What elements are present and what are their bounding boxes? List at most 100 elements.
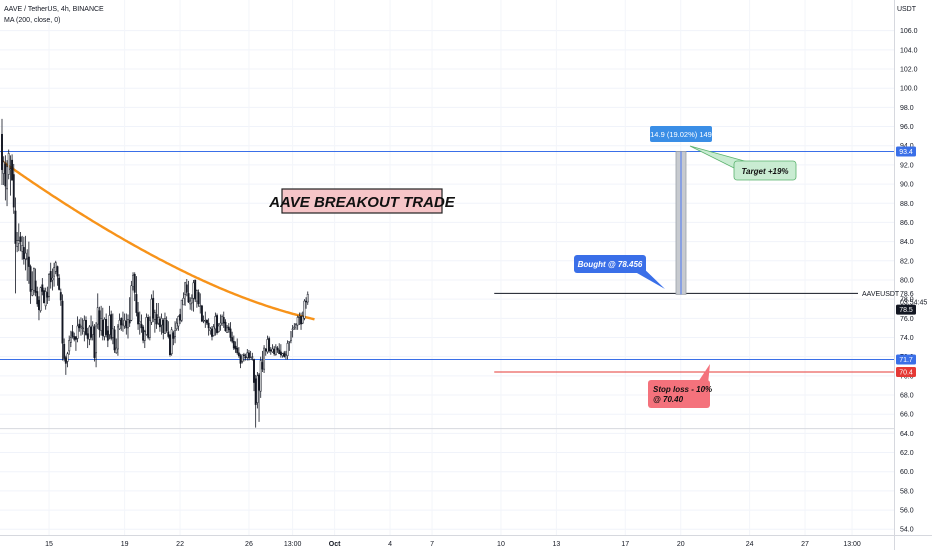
- candle-body: [274, 346, 277, 355]
- candle: [207, 318, 210, 336]
- candle-body: [206, 319, 208, 324]
- candle-body: [169, 334, 171, 355]
- last-price-tag-label: 78.5: [899, 307, 913, 314]
- measure-label: 14.9 (19.02%) 149: [650, 130, 712, 139]
- candle-body: [91, 325, 94, 335]
- candle: [34, 268, 37, 297]
- candle: [135, 276, 138, 317]
- candle: [64, 355, 67, 375]
- candle: [44, 287, 47, 310]
- candle-body: [293, 326, 296, 329]
- time-tick-label: 13:00: [284, 541, 302, 548]
- candle-body: [197, 292, 200, 305]
- candle-body: [195, 290, 198, 302]
- price-tick-label: 92.0: [900, 162, 914, 169]
- candle: [12, 163, 15, 214]
- candle: [63, 338, 66, 362]
- candle-body: [239, 355, 242, 364]
- candle-body: [200, 305, 203, 322]
- candle-body: [162, 319, 165, 333]
- candle: [226, 325, 229, 333]
- candle: [239, 353, 242, 369]
- time-tick-label: 13: [553, 541, 561, 548]
- candle: [300, 312, 302, 330]
- symbol-title[interactable]: AAVE / TetherUS, 4h, BINANCE: [4, 6, 104, 13]
- candle-body: [142, 326, 145, 341]
- candle-body: [6, 166, 8, 190]
- candle-body: [224, 321, 227, 332]
- candle-body: [258, 374, 260, 391]
- stop-loss-label-line2: @ 70.40: [653, 395, 684, 404]
- candle-body: [122, 323, 124, 326]
- candle: [128, 297, 131, 327]
- candle: [217, 323, 220, 333]
- candle-body: [217, 325, 220, 332]
- candle: [185, 279, 188, 297]
- price-tick-label: 86.0: [900, 220, 914, 227]
- candle-body: [59, 292, 62, 301]
- candle: [101, 307, 104, 341]
- candle: [71, 325, 74, 339]
- candle-body: [288, 341, 291, 343]
- price-tick-label: 64.0: [900, 431, 914, 438]
- target-label: Target +19%: [741, 167, 788, 176]
- candle-body: [32, 268, 35, 291]
- candle-body: [167, 331, 170, 337]
- candle-body: [48, 273, 50, 297]
- candle-body: [38, 299, 40, 310]
- candle: [31, 271, 34, 297]
- candle: [296, 315, 299, 330]
- candle-body: [147, 317, 150, 338]
- candle-body: [172, 332, 175, 339]
- candle-body: [143, 331, 146, 341]
- candle-body: [291, 328, 294, 331]
- candle-body: [53, 267, 56, 277]
- candle-body: [259, 360, 262, 392]
- candle-body: [244, 356, 247, 358]
- candle-body: [100, 318, 103, 332]
- candle-body: [90, 326, 92, 338]
- price-tick-label: 104.0: [900, 47, 918, 54]
- candle-body: [278, 349, 281, 355]
- candle-body: [113, 329, 116, 351]
- indicator-title[interactable]: MA (200, close, 0): [4, 17, 60, 24]
- candle-body: [305, 300, 308, 303]
- candle: [199, 293, 202, 314]
- candle-body: [80, 325, 82, 328]
- candle: [22, 236, 25, 265]
- candle: [113, 325, 116, 353]
- time-tick-label: 26: [245, 541, 253, 548]
- candle: [41, 278, 44, 296]
- candle-body: [221, 316, 224, 324]
- candle-body: [192, 282, 195, 299]
- candle: [169, 334, 171, 357]
- time-tick-label: 7: [430, 541, 434, 548]
- candle: [206, 319, 208, 326]
- candle-body: [177, 316, 180, 327]
- candle: [227, 323, 230, 333]
- candle-body: [29, 266, 32, 292]
- candle: [237, 347, 240, 358]
- candle: [278, 343, 281, 355]
- candle-body: [14, 210, 17, 244]
- candle: [269, 347, 272, 355]
- candle-body: [182, 297, 185, 306]
- candle-body: [170, 329, 173, 355]
- candle-body: [54, 262, 57, 272]
- price-tick-label: 62.0: [900, 450, 914, 457]
- candle: [51, 268, 54, 291]
- candle: [301, 311, 304, 325]
- candle: [187, 280, 190, 303]
- candle: [105, 313, 108, 338]
- time-axis[interactable]: 15 19 22 26 13:00 Oct 4 7 10 13 17 20 24 27 13:00: [45, 541, 861, 548]
- candle-body: [69, 337, 72, 343]
- candle: [211, 325, 213, 341]
- stop-loss-label-line1: Stop loss - 10%: [653, 385, 712, 394]
- candle: [69, 330, 72, 348]
- candle-body: [138, 320, 141, 324]
- candle-body: [46, 292, 49, 298]
- candle: [78, 319, 81, 332]
- candle-body: [263, 347, 266, 370]
- candle: [108, 305, 111, 340]
